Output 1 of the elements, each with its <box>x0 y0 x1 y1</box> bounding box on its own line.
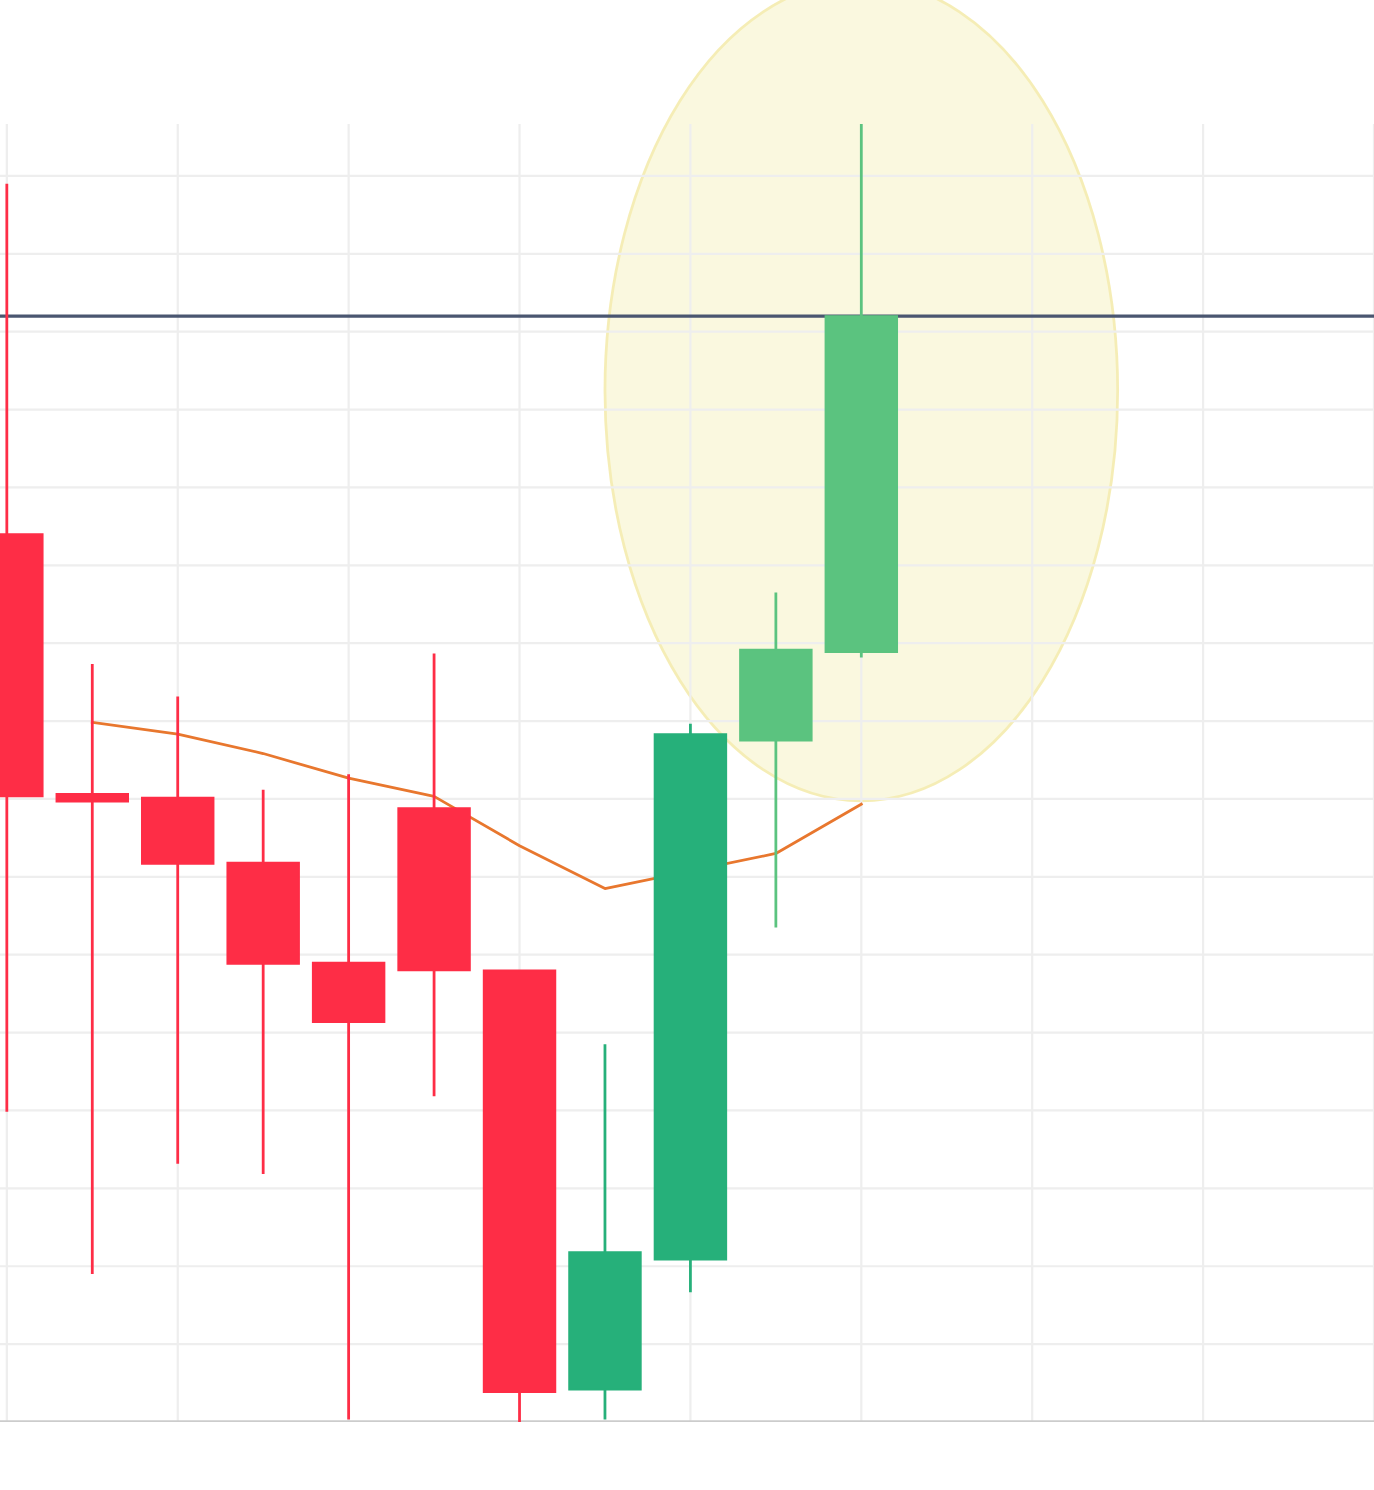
candlestick <box>55 662 130 1276</box>
